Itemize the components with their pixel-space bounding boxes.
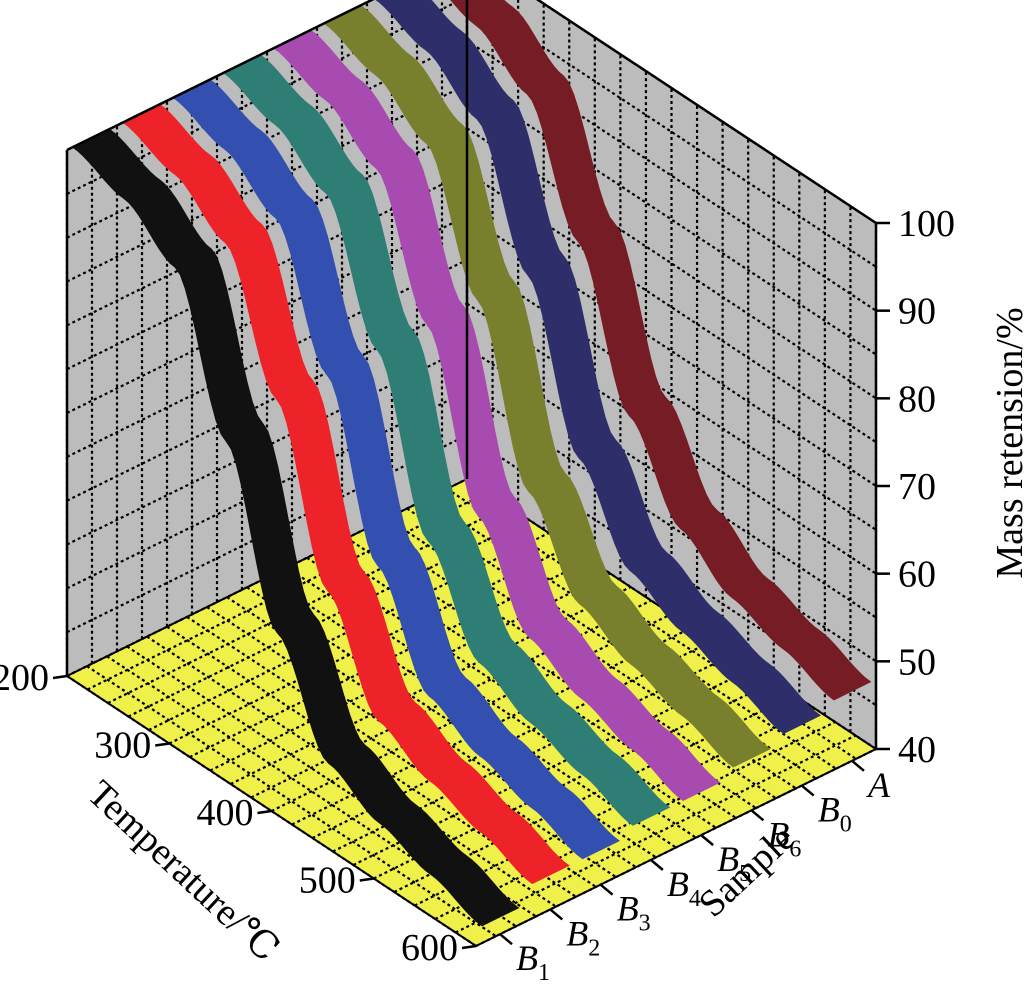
right-wall-hgrid (466, 171, 877, 444)
x-tick-label: 200 (0, 657, 49, 699)
sample-tick-label: B1 (516, 938, 550, 985)
sample-tick (700, 834, 714, 847)
sample-tick (851, 759, 865, 772)
x-tick (359, 877, 374, 882)
sample-tick-sub: 2 (588, 935, 600, 961)
sample-tick-base: B (767, 814, 789, 854)
data-ribbons (71, 0, 872, 927)
right-wall-hgrid (466, 302, 877, 575)
sample-tick-sub: 0 (840, 812, 852, 838)
sample-tick-label: B2 (566, 913, 600, 961)
series-ribbon-5 (272, 29, 721, 801)
right-wall-hgrid (466, 83, 877, 356)
sample-tick-base: B (617, 889, 639, 929)
right-wall-hgrid (466, 258, 877, 531)
series-ribbon-6 (322, 4, 771, 768)
sample-tick-base: B (667, 864, 689, 904)
z-tick-label: 70 (898, 466, 936, 508)
x-tick-label: 500 (299, 860, 356, 902)
y-axis-label: Sample (691, 817, 803, 925)
series-ribbon-4 (222, 54, 671, 826)
sample-tick-label: B3 (617, 889, 651, 937)
x-tick (257, 809, 272, 815)
x-tick (461, 944, 477, 950)
floor-grid-sample (306, 556, 717, 829)
sample-tick-sub: 5 (739, 861, 751, 887)
x-tick-label: 400 (197, 792, 254, 834)
x-tick-label: 300 (94, 725, 151, 767)
right-wall-hgrid (466, 39, 877, 312)
x-tick (52, 674, 68, 680)
z-tick-label: 50 (898, 641, 936, 683)
z-tick-label: 90 (898, 291, 936, 333)
box-edge (66, 0, 375, 152)
sample-tick-base: B (516, 938, 538, 978)
sample-tick-label: B5 (717, 839, 751, 887)
sample-tick-label: A (866, 765, 891, 805)
right-wall-hgrid (466, 346, 877, 619)
floor-grid-sample (366, 527, 777, 800)
z-axis-label: Mass retension/% (989, 307, 1024, 578)
series-ribbon-3 (172, 78, 621, 860)
sample-tick-base: A (866, 765, 891, 805)
sample-tick (650, 858, 664, 871)
floor-grid-sample (86, 665, 497, 938)
sample-tick (549, 908, 564, 921)
floor-grid-temp (209, 572, 611, 772)
box-edge (535, 0, 877, 225)
floor-grid-temp (475, 748, 877, 947)
floor-grid-sample (206, 606, 617, 878)
sample-tick-label: B0 (818, 790, 852, 838)
floor-grid-sample (146, 635, 557, 908)
sample-tick-sub: 1 (538, 960, 550, 985)
sample-tick-sub: 4 (689, 886, 701, 912)
sample-tick-label: B6 (767, 814, 801, 862)
floor-grid-sample (66, 675, 477, 947)
z-tick-label: 100 (898, 203, 955, 245)
sample-tick-sub: 3 (639, 911, 651, 937)
sample-tick (800, 784, 815, 797)
floor-grid-temp (455, 734, 857, 934)
right-wall-hgrid (469, 0, 877, 268)
series-ribbon-1 (71, 128, 520, 927)
z-tick-label: 80 (898, 378, 936, 420)
floor-grid-sample (266, 576, 677, 849)
sample-tick-label: B4 (667, 864, 701, 912)
sample-tick (599, 883, 614, 896)
sample-tick-base: B (717, 839, 739, 879)
floor-grid-sample (426, 497, 837, 770)
x-tick (155, 742, 170, 747)
sample-tick-base: B (818, 790, 840, 830)
sample-tick-sub: 6 (789, 836, 801, 862)
x-tick-label: 600 (401, 927, 458, 969)
z-tick-label: 40 (898, 729, 936, 771)
series-ribbon-7 (375, 0, 822, 734)
sample-tick (750, 809, 765, 822)
right-wall-hgrid (466, 215, 877, 487)
right-wall-hgrid (466, 127, 877, 400)
series-ribbon-2 (121, 103, 570, 885)
z-tick-label: 60 (898, 554, 936, 596)
sample-tick-base: B (566, 913, 588, 953)
x-axis-label: Temperature/℃ (79, 772, 286, 969)
series-ribbon-8 (450, 0, 872, 701)
sample-tick (499, 933, 513, 946)
right-wall-hgrid (466, 390, 877, 663)
